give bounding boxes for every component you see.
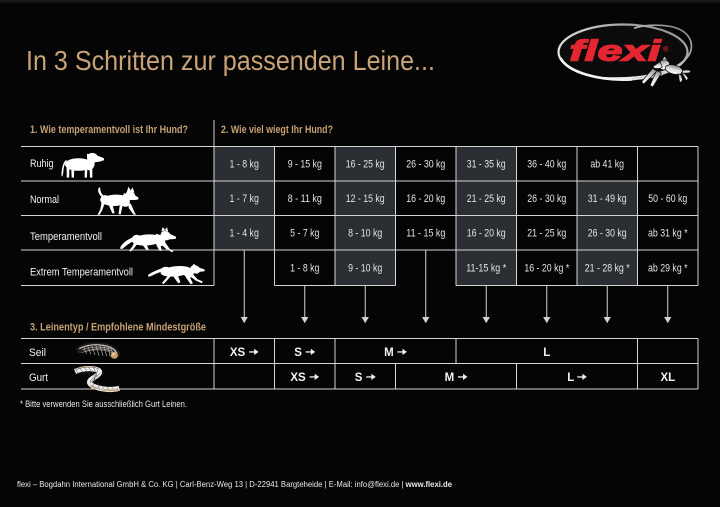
svg-text:Temperamentvoll: Temperamentvoll [30,231,102,243]
svg-text:1 - 4 kg: 1 - 4 kg [230,228,259,240]
svg-text:26 - 30 kg: 26 - 30 kg [588,228,627,240]
svg-text:XS: XS [290,372,306,384]
svg-text:16 - 20 kg: 16 - 20 kg [467,228,506,240]
svg-text:36 - 40 kg: 36 - 40 kg [527,159,566,171]
svg-text:16 - 25 kg: 16 - 25 kg [346,159,385,171]
svg-text:ab 29 kg *: ab 29 kg * [648,263,688,275]
svg-text:In 3 Schritten zur passenden L: In 3 Schritten zur passenden Leine... [26,45,435,76]
svg-text:1 - 8 kg: 1 - 8 kg [290,263,319,275]
svg-text:flexi: flexi [570,35,663,67]
svg-text:2. Wie viel wiegt Ihr Hund?: 2. Wie viel wiegt Ihr Hund? [221,124,333,136]
svg-text:L: L [543,347,550,359]
svg-text:1. Wie temperamentvoll ist Ihr: 1. Wie temperamentvoll ist Ihr Hund? [30,124,188,136]
svg-text:31 - 35 kg: 31 - 35 kg [467,159,506,171]
svg-text:Normal: Normal [30,194,59,206]
svg-text:12 - 15 kg: 12 - 15 kg [346,193,385,205]
svg-text:flexi – Bogdahn International: flexi – Bogdahn International GmbH & Co.… [17,480,453,489]
svg-text:XL: XL [660,372,675,384]
svg-text:Seil: Seil [29,347,46,359]
svg-text:M: M [445,372,455,384]
svg-text:M: M [384,347,394,359]
svg-text:S: S [294,347,302,359]
svg-text:8 - 11 kg: 8 - 11 kg [288,193,322,205]
svg-text:1 - 7 kg: 1 - 7 kg [230,193,259,205]
svg-text:XS: XS [230,347,246,359]
svg-text:16 - 20 kg *: 16 - 20 kg * [524,263,569,275]
svg-text:21 - 25 kg: 21 - 25 kg [527,228,566,240]
svg-text:50 - 60 kg: 50 - 60 kg [648,193,687,205]
svg-text:ab 31 kg *: ab 31 kg * [648,228,688,240]
svg-text:Extrem Temperamentvoll: Extrem Temperamentvoll [30,267,133,279]
svg-text:L: L [567,372,574,384]
svg-text:16 - 20 kg: 16 - 20 kg [406,193,445,205]
svg-text:ab 41 kg: ab 41 kg [590,159,624,171]
svg-text:31 - 49 kg: 31 - 49 kg [588,193,627,205]
svg-text:* Bitte verwenden Sie ausschli: * Bitte verwenden Sie ausschließlich Gur… [20,399,187,409]
svg-text:26 - 30 kg: 26 - 30 kg [406,159,445,171]
svg-text:21 - 28 kg *: 21 - 28 kg * [585,263,630,275]
svg-text:®: ® [663,45,669,54]
svg-text:Ruhig: Ruhig [30,158,54,170]
svg-text:5 - 7 kg: 5 - 7 kg [290,228,319,240]
svg-text:Gurt: Gurt [29,372,48,384]
svg-text:11 - 15 kg: 11 - 15 kg [406,228,445,240]
svg-text:S: S [355,372,363,384]
svg-text:21 - 25 kg: 21 - 25 kg [467,193,506,205]
svg-text:26 - 30 kg: 26 - 30 kg [527,193,566,205]
svg-text:9 - 10 kg: 9 - 10 kg [348,263,382,275]
svg-text:3. Leinentyp / Empfohlene Mind: 3. Leinentyp / Empfohlene Mindestgröße [30,322,206,334]
svg-text:11-15 kg *: 11-15 kg * [466,263,506,275]
svg-text:9 - 15 kg: 9 - 15 kg [288,159,322,171]
svg-text:1 - 8 kg: 1 - 8 kg [230,159,259,171]
svg-text:8 - 10 kg: 8 - 10 kg [348,228,382,240]
